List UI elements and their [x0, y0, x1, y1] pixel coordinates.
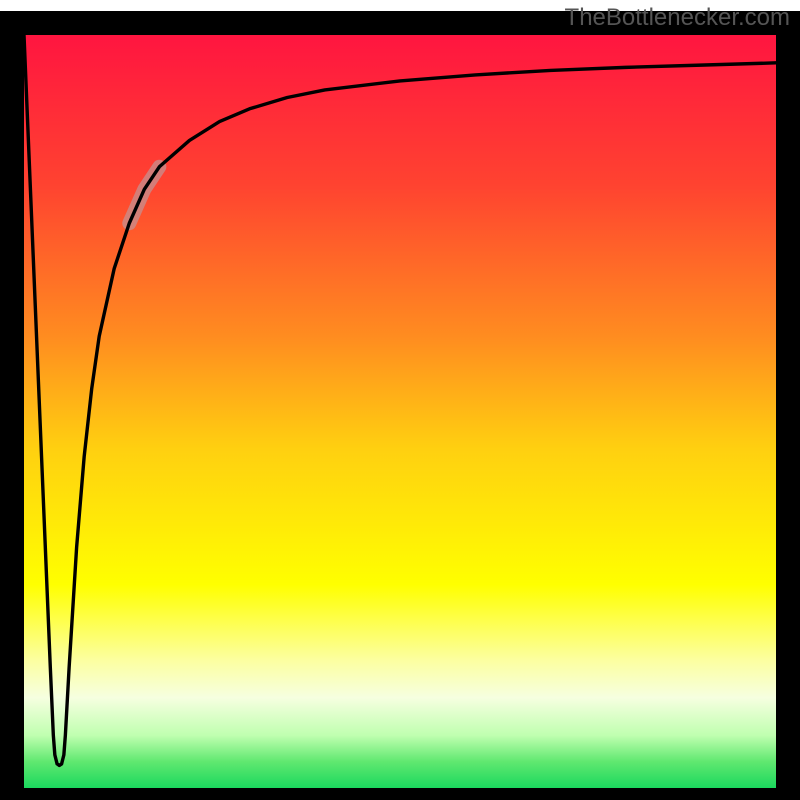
chart-background-gradient	[24, 35, 776, 788]
chart-container: TheBottlenecker.com	[0, 0, 800, 800]
chart-svg	[0, 0, 800, 800]
attribution-text: TheBottlenecker.com	[565, 4, 790, 32]
